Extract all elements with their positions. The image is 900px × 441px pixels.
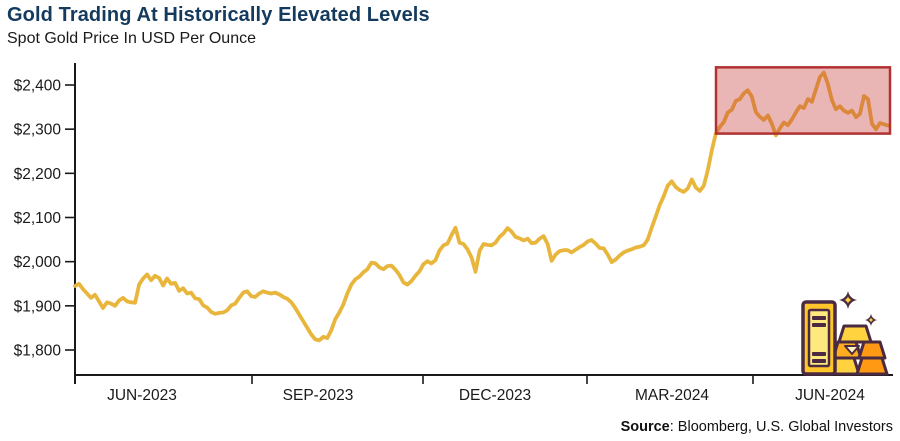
x-tick-label: JUN-2023: [107, 387, 177, 404]
page-subtitle: Spot Gold Price In USD Per Ounce: [7, 30, 256, 47]
gold-bar-stripe: [812, 316, 826, 320]
highlight-region-box: [714, 66, 892, 135]
gold-ingot: [857, 340, 887, 360]
page-title: Gold Trading At Historically Elevated Le…: [7, 4, 430, 26]
y-axis-ticks: $2,400 $2,300 $2,200 $2,100 $2,000 $1,900 $1,8…: [14, 78, 75, 360]
gold-bar-stripe: [812, 359, 826, 363]
source-text: : Bloomberg, U.S. Global Investors: [669, 419, 893, 435]
y-tick-label: $2,100: [14, 210, 62, 227]
y-tick-label: $1,800: [14, 343, 62, 360]
price-line-series: [73, 70, 890, 343]
x-tick-label: JUN-2024: [795, 387, 865, 404]
sparkle-core: [868, 317, 874, 323]
sparkle-icon: [865, 314, 877, 326]
gold-bar-stripe: [812, 323, 826, 327]
y-tick-label: $2,200: [14, 166, 62, 183]
y-tick-label: $1,900: [14, 298, 62, 315]
ingot-shine: [844, 345, 860, 355]
x-tick-label: DEC-2023: [459, 387, 531, 404]
gold-bars-icon: [801, 291, 889, 376]
sparkle-icon: [839, 291, 857, 309]
x-tick-label: SEP-2023: [283, 387, 354, 404]
source-label: Source: [620, 419, 670, 435]
y-tick-label: $2,000: [14, 254, 62, 271]
gold-ingot: [855, 356, 889, 376]
y-tick-label: $2,400: [14, 78, 62, 95]
source-attribution: Source: Bloomberg, U.S. Global Investors: [621, 419, 893, 435]
gold-ingot: [837, 324, 873, 344]
sparkle-core: [844, 296, 852, 304]
x-tick-label: MAR-2024: [635, 387, 709, 404]
gold-bar-stripe: [812, 352, 826, 356]
y-tick-label: $2,300: [14, 122, 62, 139]
x-axis-ticks: JUN-2023 SEP-2023 DEC-2023 MAR-2024 JUN-2024: [107, 375, 865, 404]
